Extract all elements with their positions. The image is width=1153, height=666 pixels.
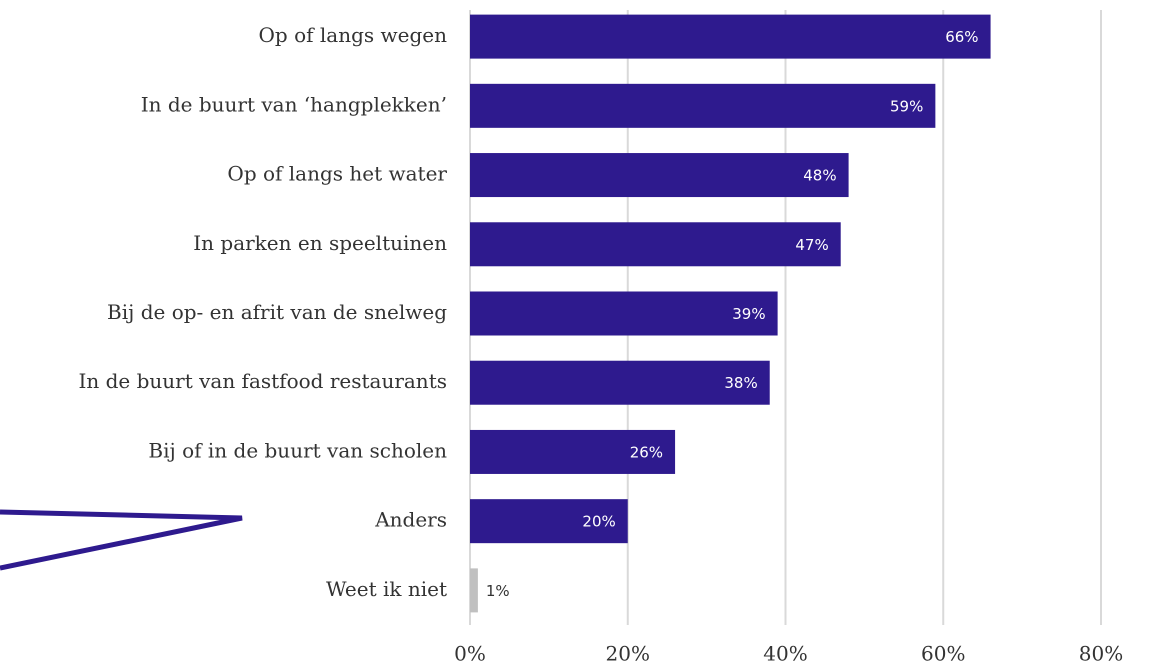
category-label: In parken en speeltuinen: [193, 231, 447, 255]
category-label: Op of langs het water: [227, 162, 447, 186]
value-label: 39%: [732, 305, 765, 323]
category-label: In de buurt van fastfood restaurants: [78, 369, 447, 393]
value-label: 48%: [803, 167, 836, 185]
value-label: 26%: [630, 443, 663, 461]
x-tick-label: 60%: [921, 642, 965, 666]
bar: [470, 360, 770, 405]
pointer-decoration: [0, 509, 243, 571]
bar: [470, 83, 936, 128]
value-label: 47%: [795, 236, 828, 254]
bar: [470, 499, 628, 544]
x-tick-label: 20%: [606, 642, 650, 666]
bar: [470, 222, 841, 267]
category-label: Anders: [374, 508, 447, 532]
bar: [470, 14, 991, 59]
value-label: 38%: [724, 374, 757, 392]
bar: [470, 568, 478, 613]
x-tick-label: 0%: [454, 642, 486, 666]
value-label: 59%: [890, 97, 923, 115]
category-label: Weet ik niet: [326, 577, 447, 601]
bar: [470, 291, 778, 336]
category-label: Op of langs wegen: [259, 23, 448, 47]
value-label: 20%: [582, 513, 615, 531]
value-label: 66%: [945, 28, 978, 46]
value-label: 1%: [486, 582, 510, 600]
bar: [470, 153, 849, 198]
category-label: In de buurt van ‘hangplekken’: [141, 92, 447, 116]
x-tick-label: 80%: [1079, 642, 1123, 666]
x-tick-label: 40%: [763, 642, 807, 666]
category-label: Bij de op- en afrit van de snelweg: [107, 300, 447, 324]
category-label: Bij of in de buurt van scholen: [148, 438, 447, 462]
bar: [470, 429, 676, 474]
